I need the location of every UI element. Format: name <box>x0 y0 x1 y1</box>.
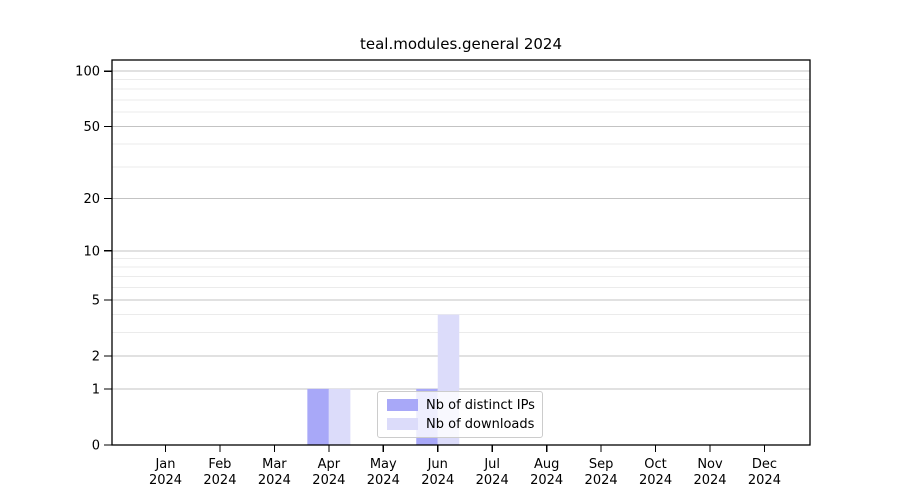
legend: Nb of distinct IPs Nb of downloads <box>377 391 543 438</box>
x-tick-label-year: 2024 <box>149 473 182 488</box>
x-tick-label-year: 2024 <box>693 473 726 488</box>
x-tick-label-month: Aug <box>534 457 559 472</box>
x-tick-label-year: 2024 <box>312 473 345 488</box>
x-tick-label-month: Nov <box>697 457 723 472</box>
x-tick-label-year: 2024 <box>258 473 291 488</box>
y-tick-label: 20 <box>83 192 100 207</box>
x-tick-label-month: Apr <box>318 457 341 472</box>
y-tick-label: 10 <box>83 244 100 259</box>
x-tick-label-month: Jul <box>483 457 500 472</box>
chart-title: teal.modules.general 2024 <box>360 35 562 53</box>
bar-apr-downloads <box>328 388 351 445</box>
x-tick-label-month: Dec <box>752 457 777 472</box>
x-tick-label-month: May <box>370 457 397 472</box>
y-tick-label: 2 <box>92 350 100 365</box>
x-tick-label-year: 2024 <box>476 473 509 488</box>
x-tick-label-month: Jun <box>427 457 448 472</box>
x-tick-label-month: Mar <box>262 457 287 472</box>
x-tick-label-month: Feb <box>208 457 231 472</box>
legend-label-downloads: Nb of downloads <box>426 416 535 432</box>
y-tick-label: 50 <box>83 120 100 135</box>
x-tick-label-year: 2024 <box>748 473 781 488</box>
x-tick-label-month: Sep <box>589 457 614 472</box>
y-tick-label: 5 <box>92 293 100 308</box>
x-tick-label-year: 2024 <box>203 473 236 488</box>
y-tick-label: 0 <box>92 439 100 454</box>
x-tick-label-year: 2024 <box>639 473 672 488</box>
x-tick-label-year: 2024 <box>530 473 563 488</box>
y-tick-label: 1 <box>92 382 100 397</box>
x-tick-label-year: 2024 <box>421 473 454 488</box>
bar-apr-distinct-ips <box>307 388 329 445</box>
y-tick-label: 100 <box>75 65 100 80</box>
legend-item-downloads: Nb of downloads <box>387 416 535 432</box>
x-tick-label-month: Jan <box>154 457 175 472</box>
axes-frame <box>111 59 811 446</box>
legend-swatch-distinct-ips-icon <box>387 399 418 411</box>
x-tick-label-year: 2024 <box>367 473 400 488</box>
x-tick-label-month: Oct <box>644 457 666 472</box>
legend-label-distinct-ips: Nb of distinct IPs <box>426 397 535 413</box>
x-tick-label-year: 2024 <box>585 473 618 488</box>
legend-item-distinct-ips: Nb of distinct IPs <box>387 397 535 413</box>
legend-swatch-downloads-icon <box>387 418 418 430</box>
